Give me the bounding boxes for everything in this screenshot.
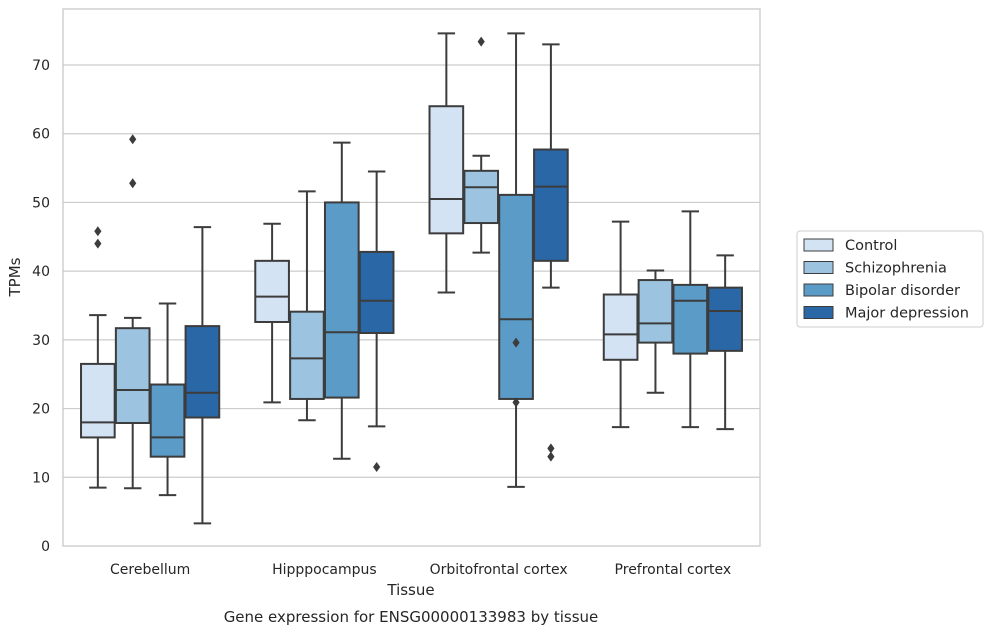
boxes [80,32,743,525]
outlier-point [94,238,102,249]
legend-label: Bipolar disorder [845,283,960,299]
box-group [672,210,709,429]
plot-frame [62,8,761,547]
box-group [533,43,569,462]
iqr-box [672,283,709,355]
iqr-box [463,169,500,225]
iqr-box [254,259,290,323]
y-tick-label: 50 [32,195,50,211]
chart-caption: Gene expression for ENSG00000133983 by t… [224,608,599,626]
y-tick-label: 30 [32,333,50,349]
legend-item: Major depression [803,306,969,322]
x-tick-label: Hipppocampus [272,562,377,578]
legend-item: Schizophrenia [803,261,947,277]
legend-swatch [803,306,834,319]
legend-label: Schizophrenia [845,261,947,277]
iqr-box [707,286,743,352]
y-tick-label: 40 [32,264,50,280]
outlier-point [373,461,381,472]
legend-label: Control [845,238,897,254]
y-tick-label: 70 [32,58,50,74]
y-tick-label: 0 [41,539,50,555]
legend-label: Major depression [845,306,969,322]
x-tick-label: Prefrontal cortex [615,562,732,578]
y-tick-label: 60 [32,127,50,143]
legend: Control Schizophrenia Bipolar disorder Majo… [796,230,984,328]
box-group [289,190,325,422]
box-group [254,222,290,404]
outlier-point [94,226,102,237]
outlier-point [477,36,485,47]
iqr-box [498,193,534,400]
box-group [428,32,465,294]
iqr-box [323,201,360,399]
box-group [498,32,534,488]
box-group [637,269,674,394]
outlier-point [547,451,555,462]
box-group [80,226,116,489]
x-tick-label: Cerebellum [110,562,190,578]
x-tick-label: Orbitofrontal cortex [430,562,568,578]
outlier-point [129,134,137,145]
iqr-box [358,250,395,334]
box-group [707,254,743,431]
legend-swatch [803,238,834,252]
iqr-box [289,310,325,400]
box-group [358,170,395,472]
box-group [463,36,500,254]
legend-swatch [803,261,834,274]
box-group [323,141,360,460]
iqr-box [428,105,465,235]
x-axis-label: Tissue [386,581,434,599]
iqr-box [533,148,569,262]
y-tick-label: 20 [32,402,50,418]
y-tick-labels: 0 10 20 30 40 50 60 70 [32,58,50,555]
y-tick-label: 10 [32,470,50,486]
outlier-point [547,443,555,454]
iqr-box [637,279,674,344]
box-group [149,302,186,497]
box-group [184,226,221,525]
box-group [114,134,151,490]
legend-item: Bipolar disorder [803,283,960,299]
legend-item: Control [803,238,897,254]
box-group [602,220,639,429]
y-axis-label: TPMs [6,257,24,297]
x-tick-labels: Cerebellum Hipppocampus Orbitofrontal cort… [110,562,731,578]
iqr-box [149,383,186,458]
legend-frame [796,230,984,328]
outlier-point [512,337,520,348]
iqr-box [114,327,151,425]
iqr-box [602,293,639,361]
legend-swatch [803,283,834,297]
iqr-box [80,362,116,439]
outlier-point [129,178,137,189]
iqr-box [184,325,221,419]
outlier-point [512,397,520,408]
